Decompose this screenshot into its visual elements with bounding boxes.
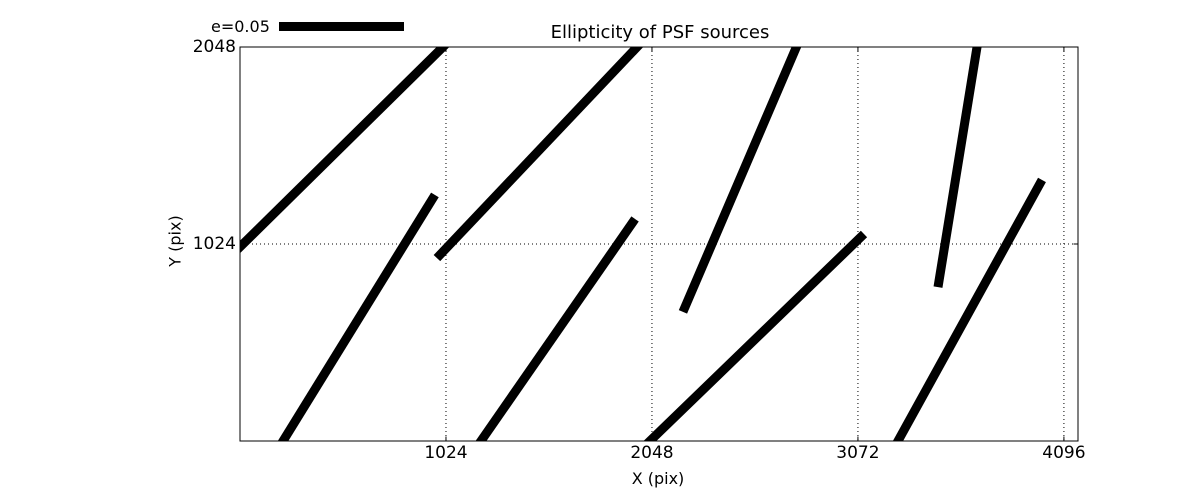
x-tick-label-4096: 4096 [1042, 443, 1086, 463]
psf-whisker-5 [678, 47, 802, 314]
whisker-group [240, 47, 1046, 441]
x-tick-label-2048: 2048 [630, 443, 674, 463]
y-tick-label-2048: 2048 [192, 37, 236, 57]
chart-title: Ellipticity of PSF sources [550, 22, 770, 43]
psf-whisker-7 [933, 47, 982, 288]
y-tick-label-1024: 1024 [192, 234, 236, 254]
psf-whisker-1 [240, 47, 450, 254]
legend: e=0.05 [211, 17, 404, 36]
legend-label: e=0.05 [211, 17, 270, 36]
axes-frame [239, 46, 1079, 442]
psf-whisker-4 [475, 216, 639, 441]
psf-whisker-3 [433, 47, 644, 262]
psf-whisker-2 [277, 192, 439, 441]
x-tick-label-1024: 1024 [424, 443, 468, 463]
psf-whisker-8 [892, 177, 1046, 441]
legend-scale-bar [278, 22, 404, 31]
psf-whisker-6 [643, 230, 868, 441]
x-tick-label-3072: 3072 [836, 443, 880, 463]
x-axis-label: X (pix) [631, 469, 685, 488]
